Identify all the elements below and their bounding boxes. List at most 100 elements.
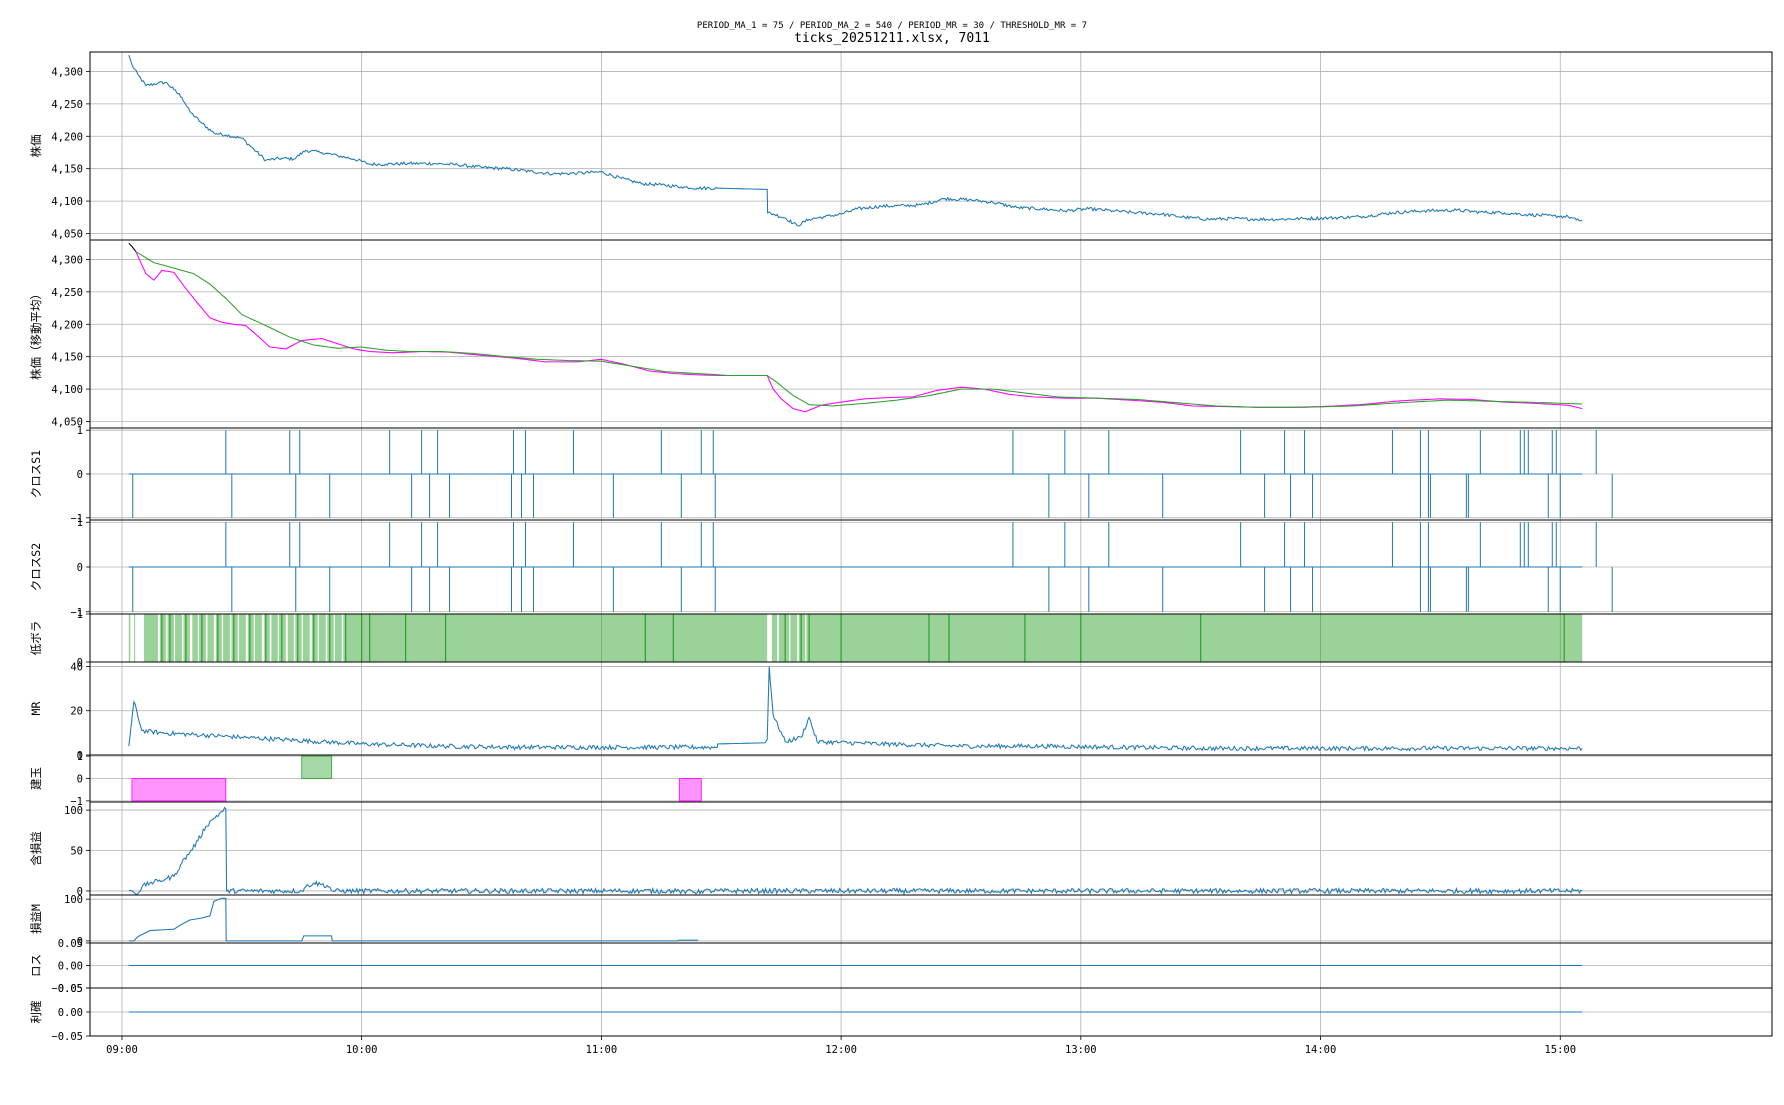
y-tick-label: 20 <box>70 706 83 718</box>
panel-loss: −0.05 0.00 0.05 ロス <box>29 938 1773 995</box>
plot-area <box>128 430 1613 518</box>
low-vol-gap <box>237 614 240 662</box>
y-tick-label: −1 <box>70 607 83 619</box>
position-block <box>678 778 702 802</box>
series-line-0 <box>128 242 137 253</box>
y-tick-label: 4,200 <box>51 319 83 331</box>
y-tick-label: 4,050 <box>51 417 83 429</box>
low-vol-gap <box>797 614 799 662</box>
series-line-0 <box>128 897 699 942</box>
plot-area <box>128 806 1583 895</box>
series-line-0 <box>128 666 1583 752</box>
panel-mr: 0 20 40 MR <box>29 661 1773 762</box>
y-tick-label: 0 <box>77 886 83 898</box>
low-vol-gap <box>165 614 168 662</box>
y-axis-label: MR <box>29 702 43 716</box>
low-vol-gap <box>325 614 328 662</box>
low-vol-gap <box>805 614 807 662</box>
x-axis: 09:00 10:00 11:00 12:00 13:00 14:00 15:00 <box>106 1036 1576 1056</box>
y-tick-label: 0.05 <box>58 938 83 950</box>
y-tick-label: 4,050 <box>51 229 83 241</box>
low-vol-gap <box>317 614 319 662</box>
y-tick-label: 4,100 <box>51 196 83 208</box>
y-axis-label: ロス <box>29 954 43 977</box>
y-tick-label: −1 <box>70 513 83 525</box>
y-tick-label: −0.05 <box>51 1031 83 1043</box>
y-tick-label: 1 <box>77 425 83 437</box>
low-vol-gap <box>253 614 256 662</box>
y-tick-label: 1 <box>77 609 83 621</box>
y-axis-label: 利確 <box>29 1001 43 1024</box>
low-vol-gap <box>197 614 200 662</box>
low-vol-gap <box>229 614 232 662</box>
y-tick-label: 0 <box>77 750 83 762</box>
low-vol-gap <box>777 614 779 662</box>
x-tick-label: 13:00 <box>1065 1044 1097 1056</box>
low-vol-gap <box>205 614 208 662</box>
y-tick-label: 4,150 <box>51 164 83 176</box>
y-tick-label: 50 <box>70 846 83 858</box>
y-axis-label: クロスS2 <box>29 543 43 591</box>
panel-unrealized-pnl: 0 50 100 含損益 <box>29 801 1773 898</box>
y-tick-label: 4,250 <box>51 287 83 299</box>
low-vol-gap <box>301 614 303 662</box>
panel-price-ma: 4,050 4,100 4,150 4,200 4,250 4,300 株価（移動平均） <box>29 239 1773 429</box>
y-tick-label: −1 <box>70 796 83 808</box>
x-tick-label: 11:00 <box>586 1044 618 1056</box>
position-block <box>301 755 333 779</box>
panel-frame <box>89 661 1773 756</box>
plot-area <box>128 242 1583 413</box>
y-axis-label: 低ボラ <box>29 621 43 656</box>
y-tick-label: 40 <box>70 661 83 673</box>
y-tick-label: 4,300 <box>51 254 83 266</box>
y-tick-label: 0 <box>77 657 83 669</box>
plot-area <box>128 897 699 942</box>
plot-area <box>131 755 702 802</box>
x-tick-label: 15:00 <box>1544 1044 1576 1056</box>
y-axis-label: 含損益 <box>29 831 43 866</box>
low-vol-gap <box>293 614 296 662</box>
panel-frame <box>89 239 1773 429</box>
plot-area <box>128 55 1583 227</box>
y-axis-label: 株価（移動平均） <box>29 288 43 380</box>
y-axis-label: 株価 <box>29 135 43 158</box>
series-line-2 <box>135 251 1583 408</box>
position-block <box>131 778 227 802</box>
low-vol-gap <box>333 614 335 662</box>
plot-area <box>128 666 1583 752</box>
panel-realized-pnl: 0 100 損益M <box>29 894 1773 948</box>
plot-area <box>128 614 1583 662</box>
panel-cross-s2: −1 0 1 クロスS2 <box>29 517 1773 619</box>
panel-low-vol: 0 1 低ボラ <box>29 609 1773 669</box>
low-vol-gap <box>285 614 288 662</box>
low-vol-gap <box>309 614 312 662</box>
chart-suptitle: PERIOD_MA_1 = 75 / PERIOD_MA_2 = 540 / P… <box>697 21 1087 31</box>
series-line-0 <box>128 806 1583 895</box>
y-tick-label: 0 <box>77 469 83 481</box>
y-tick-label: 0 <box>77 562 83 574</box>
low-vol-gap <box>213 614 216 662</box>
low-vol-gap <box>157 614 160 662</box>
y-tick-label: 1 <box>77 517 83 529</box>
low-vol-gap <box>277 614 279 662</box>
low-vol-gap <box>189 614 193 662</box>
y-tick-label: 0 <box>77 774 83 786</box>
panel-frame <box>89 801 1773 896</box>
y-tick-label: 1 <box>77 751 83 763</box>
y-tick-label: 0 <box>77 936 83 948</box>
panel-price: 4,050 4,100 4,150 4,200 4,250 4,300 株価 <box>29 51 1773 241</box>
y-tick-label: 4,250 <box>51 99 83 111</box>
y-tick-label: −0.05 <box>51 983 83 995</box>
y-tick-label: 4,150 <box>51 352 83 364</box>
low-vol-gap <box>767 614 772 662</box>
y-axis-label: 損益M <box>29 904 43 934</box>
x-tick-label: 10:00 <box>346 1044 378 1056</box>
panel-frame <box>89 987 1773 1037</box>
y-axis-label: 建玉 <box>29 767 43 790</box>
y-tick-label: 100 <box>64 894 83 906</box>
low-vol-gap <box>173 614 176 662</box>
low-vol-gap <box>221 614 224 662</box>
